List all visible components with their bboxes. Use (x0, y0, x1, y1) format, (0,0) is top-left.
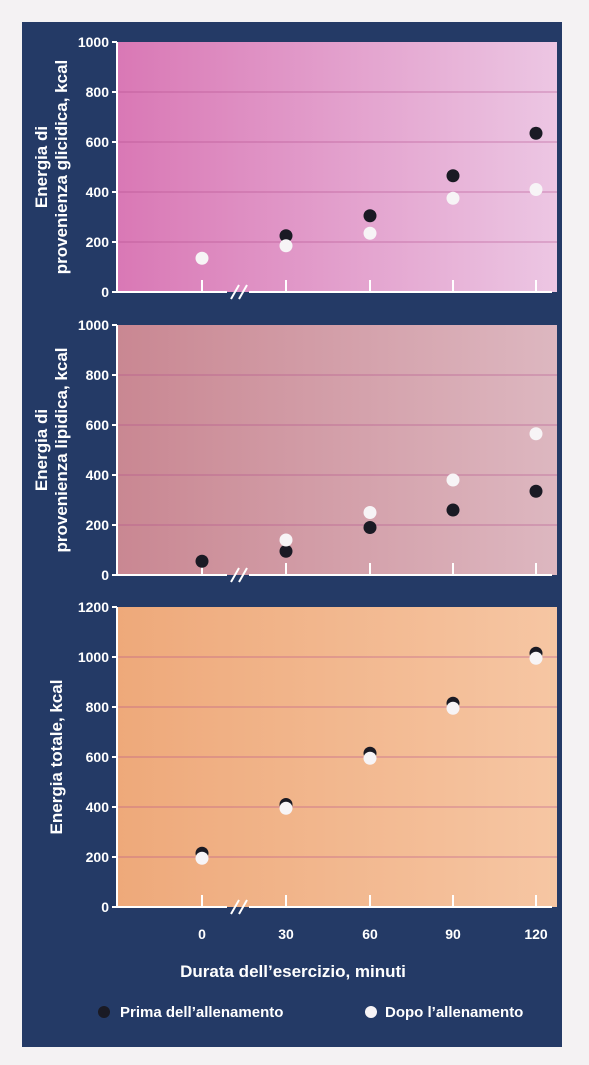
legend: Prima dell’allenamento Dopo l’allenament… (98, 1004, 523, 1021)
y-axis-label: Energia diprovenienza glicidica, kcal (32, 60, 71, 274)
data-point-dopo (529, 651, 543, 665)
data-point-prima (279, 544, 293, 558)
x-axis-label: Durata dell’esercizio, minuti (180, 962, 406, 981)
y-tick-label: 800 (86, 84, 110, 100)
x-tick-label: 90 (445, 926, 461, 942)
axis-break-mark (238, 567, 248, 583)
x-tick-label: 120 (524, 926, 548, 942)
data-point-dopo (363, 226, 377, 240)
data-point-dopo (195, 251, 209, 265)
data-point-prima (529, 484, 543, 498)
plot-background (117, 42, 557, 292)
y-axis-label: Energia totale, kcal (47, 680, 66, 835)
legend-marker-prima (98, 1006, 110, 1018)
y-tick-label: 600 (86, 134, 110, 150)
data-point-dopo (446, 701, 460, 715)
data-point-dopo (446, 191, 460, 205)
y-tick-label: 600 (86, 749, 110, 765)
data-point-prima (446, 169, 460, 183)
y-tick-label: 200 (86, 849, 110, 865)
data-point-dopo (279, 533, 293, 547)
axis-break-mark (230, 899, 240, 915)
y-tick-label: 600 (86, 417, 110, 433)
data-point-prima (363, 521, 377, 534)
x-tick-label: 30 (278, 926, 294, 942)
x-tick-label: 0 (198, 926, 206, 942)
y-tick-label: 0 (101, 567, 109, 583)
data-point-prima (529, 126, 543, 140)
y-tick-label: 400 (86, 799, 110, 815)
legend-label-dopo: Dopo l’allenamento (385, 1004, 523, 1021)
data-point-dopo (279, 239, 293, 253)
y-tick-label: 0 (101, 284, 109, 300)
data-point-dopo (279, 801, 293, 815)
y-axis-label: Energia diprovenienza lipidica, kcal (32, 347, 71, 552)
y-tick-label: 800 (86, 699, 110, 715)
data-point-prima (279, 229, 293, 243)
x-tick-label: 60 (362, 926, 378, 942)
figure: 0 200 400 600 800 1000 Energia diprovenienza g… (22, 22, 562, 1047)
panel-3: 0 200 400 600 800 1000 1200 Energia totale, kca… (47, 599, 557, 915)
legend-label-prima: Prima dell’allenamento (120, 1004, 283, 1021)
axis-break-mark (238, 899, 248, 915)
axis-break-mark (230, 567, 240, 583)
data-point-prima (195, 554, 209, 568)
y-tick-label: 200 (86, 517, 110, 533)
data-point-dopo (363, 506, 377, 519)
y-tick-label: 800 (86, 367, 110, 383)
data-point-dopo (529, 427, 543, 441)
plot-background (117, 325, 557, 575)
data-point-dopo (363, 751, 377, 765)
y-tick-label: 1000 (78, 649, 109, 665)
axis-break-mark (230, 284, 240, 300)
data-point-dopo (195, 851, 209, 865)
y-tick-label: 200 (86, 234, 110, 250)
data-point-dopo (529, 183, 543, 196)
y-tick-label: 1000 (78, 317, 109, 333)
y-tick-label: 400 (86, 184, 110, 200)
data-point-prima (363, 209, 377, 223)
panel-2: 0 200 400 600 800 1000 Energia diprovenienza l… (32, 317, 557, 583)
legend-marker-dopo (365, 1006, 377, 1018)
axis-break-mark (238, 284, 248, 300)
y-tick-label: 1200 (78, 599, 109, 615)
data-point-dopo (446, 473, 460, 487)
y-tick-label: 1000 (78, 34, 109, 50)
y-tick-label: 0 (101, 899, 109, 915)
data-point-prima (446, 503, 460, 517)
y-tick-label: 400 (86, 467, 110, 483)
panel-1: 0 200 400 600 800 1000 Energia diprovenienza g… (32, 34, 557, 300)
